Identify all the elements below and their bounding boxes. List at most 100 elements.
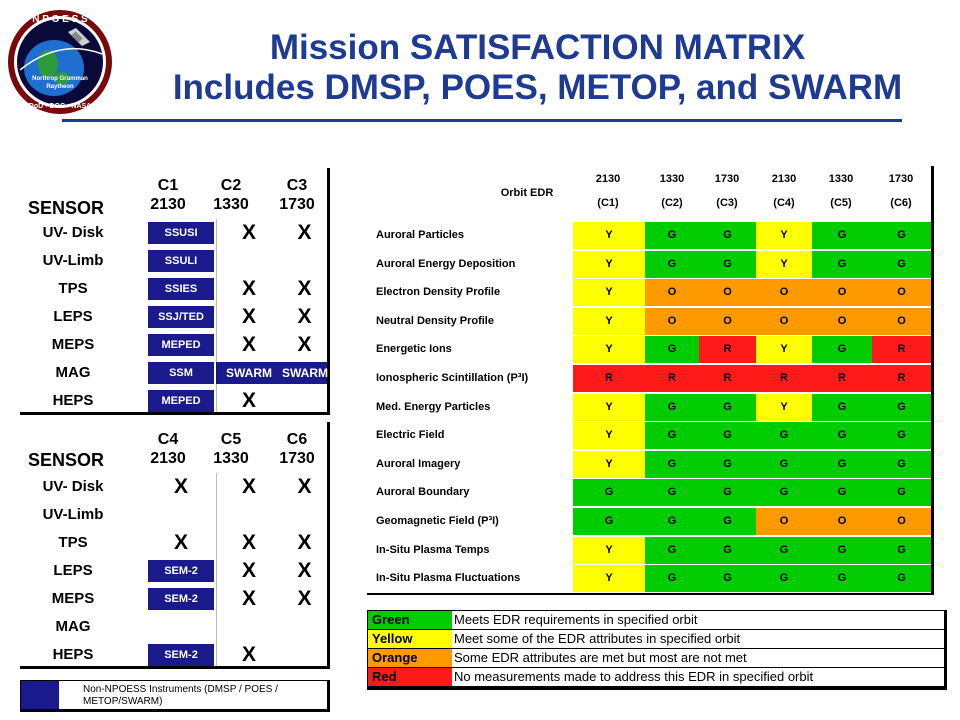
legend-color-name: Red xyxy=(368,668,452,686)
row-divider xyxy=(367,249,931,250)
col-code: C3 xyxy=(286,177,308,194)
satisfaction-cell: G xyxy=(812,537,872,564)
empty-cell xyxy=(216,501,282,529)
satisfaction-cell: O xyxy=(812,308,872,335)
edr-row-label: In-Situ Plasma Fluctuations xyxy=(376,572,521,584)
sensor-name: MAG xyxy=(55,364,91,381)
satisfaction-cell: G xyxy=(812,565,872,592)
satisfaction-cell: G xyxy=(645,451,699,478)
page-title-line-1: Mission SATISFACTION MATRIX xyxy=(269,28,806,67)
orbit-code: (C3) xyxy=(716,197,738,209)
legend-description: Meets EDR requirements in specified orbi… xyxy=(454,612,698,627)
orbit-time: 2130 xyxy=(595,173,621,185)
satisfaction-cell: G xyxy=(645,479,699,506)
orbit-column-header: 1330 (C5) xyxy=(812,170,870,212)
satisfaction-cell: G xyxy=(872,565,931,592)
col-code: C5 xyxy=(220,431,242,448)
instrument-badge: SSM xyxy=(148,362,214,384)
satisfaction-cell: Y xyxy=(756,251,812,278)
empty-cell xyxy=(282,501,327,529)
satisfaction-cell: G xyxy=(812,336,872,363)
satisfaction-cell: G xyxy=(872,251,931,278)
satisfaction-cell: O xyxy=(872,308,931,335)
orbit-column-header: 1730 (C3) xyxy=(699,170,755,212)
satisfaction-cell: G xyxy=(699,394,756,421)
satisfaction-cell: G xyxy=(812,251,872,278)
coverage-mark: X xyxy=(241,587,256,610)
legend-color-name: Green xyxy=(368,611,452,629)
sensor-name: LEPS xyxy=(53,308,93,325)
satisfaction-cell: O xyxy=(872,279,931,306)
satisfaction-cell: G xyxy=(756,565,812,592)
satisfaction-cell: G xyxy=(645,336,699,363)
satisfaction-cell: R xyxy=(812,365,872,392)
satisfaction-cell: Y xyxy=(573,222,645,249)
satisfaction-cell: G xyxy=(645,222,699,249)
instrument-badge: SEM-2 xyxy=(148,588,214,610)
orbit-column-header: 2130 (C1) xyxy=(573,170,643,212)
orbit-column-header: 1330 (C2) xyxy=(645,170,699,212)
sensor-table-c4-c6: SENSOR C4 2130 C5 1330 C6 1730 UV- Disk X… xyxy=(20,422,330,669)
row-divider xyxy=(367,592,931,593)
coverage-mark: X xyxy=(297,531,312,554)
row-divider xyxy=(367,278,931,279)
legend-row: Yellow Meet some of the EDR attributes in… xyxy=(368,630,945,649)
orbit-time: 1330 xyxy=(659,173,685,185)
satisfaction-cell: G xyxy=(756,422,812,449)
coverage-mark: X xyxy=(241,221,256,244)
sensor-name: TPS xyxy=(58,534,88,551)
coverage-mark: X xyxy=(241,559,256,582)
npoess-logo: N P O E S S Northrop Grumman Raytheon Do… xyxy=(8,10,112,114)
sensor-name: MEPS xyxy=(51,590,95,607)
logo-company-1: Northrop Grumman xyxy=(32,76,88,82)
satisfaction-cell: Y xyxy=(573,537,645,564)
coverage-mark: X xyxy=(241,389,256,412)
col-header-c5: C5 1330 xyxy=(198,430,264,468)
satisfaction-cell: G xyxy=(699,251,756,278)
non-npoess-label: Non-NPOESS Instruments (DMSP / POES / ME… xyxy=(83,684,278,707)
empty-cell xyxy=(282,613,327,641)
satisfaction-cell: G xyxy=(812,222,872,249)
sensor-name: UV-Limb xyxy=(42,506,104,523)
col-orbit: 2130 xyxy=(150,196,186,213)
satisfaction-cell: O xyxy=(699,279,756,306)
satisfaction-cell: Y xyxy=(573,422,645,449)
sensor-name: TPS xyxy=(58,280,88,297)
row-divider xyxy=(367,564,931,565)
empty-cell xyxy=(148,503,214,527)
col-orbit: 1330 xyxy=(213,450,249,467)
orbit-time: 2130 xyxy=(771,173,797,185)
non-npoess-swatch xyxy=(21,681,59,709)
satisfaction-cell: G xyxy=(756,537,812,564)
edr-row-label: Geomagnetic Field (P³I) xyxy=(376,515,499,527)
coverage-mark: X xyxy=(297,475,312,498)
satisfaction-cell: O xyxy=(645,308,699,335)
legend-description: No measurements made to address this EDR… xyxy=(454,669,814,684)
sensor-name: HEPS xyxy=(52,646,94,663)
coverage-mark: X xyxy=(297,221,312,244)
satisfaction-cell: G xyxy=(872,422,931,449)
sensor-name: UV-Limb xyxy=(42,252,104,269)
edr-row-label: Auroral Boundary xyxy=(376,486,470,498)
sensor-name: MAG xyxy=(55,618,91,635)
coverage-mark: X xyxy=(297,587,312,610)
satisfaction-cell: G xyxy=(756,479,812,506)
empty-cell xyxy=(282,247,327,275)
satisfaction-cell: G xyxy=(699,479,756,506)
coverage-mark: X xyxy=(241,305,256,328)
edr-row-label: Auroral Energy Deposition xyxy=(376,258,516,270)
coverage-mark: X xyxy=(173,475,188,498)
coverage-mark: X xyxy=(241,643,256,666)
orbit-code: (C6) xyxy=(890,197,912,209)
legend-color-name: Orange xyxy=(368,649,452,667)
coverage-mark: X xyxy=(241,333,256,356)
col-code: C2 xyxy=(220,177,242,194)
row-divider xyxy=(367,363,931,364)
satisfaction-cell: G xyxy=(872,394,931,421)
orbit-column-header: 1730 (C6) xyxy=(872,170,930,212)
instrument-badge: SSUSI xyxy=(148,222,214,244)
instrument-badge: SEM-2 xyxy=(148,560,214,582)
title-divider xyxy=(62,119,902,122)
orbit-code: (C2) xyxy=(661,197,683,209)
orbit-code: (C4) xyxy=(773,197,795,209)
